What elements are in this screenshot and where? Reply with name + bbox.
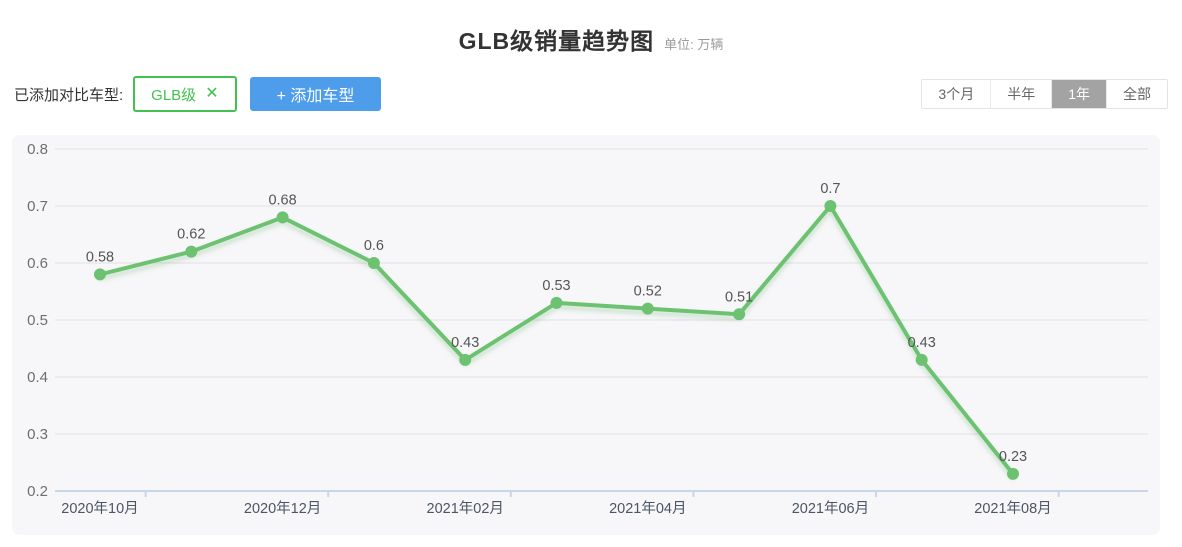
data-point[interactable] xyxy=(733,308,746,321)
data-point-label: 0.58 xyxy=(86,249,114,265)
x-axis-label: 2020年12月 xyxy=(244,500,321,517)
data-point[interactable] xyxy=(276,211,289,224)
data-point-label: 0.6 xyxy=(364,238,384,254)
y-axis-label: 0.7 xyxy=(27,198,48,215)
data-point[interactable] xyxy=(459,353,472,366)
x-axis-label: 2021年08月 xyxy=(974,500,1051,517)
data-point-label: 0.23 xyxy=(999,449,1027,465)
range-button-3个月[interactable]: 3个月 xyxy=(922,80,991,108)
x-axis-label: 2020年10月 xyxy=(61,500,138,517)
y-axis-label: 0.4 xyxy=(27,369,48,386)
data-point-label: 0.68 xyxy=(268,192,296,208)
chart-header: GLB级销量趋势图 单位: 万辆 xyxy=(0,0,1182,56)
data-point-label: 0.53 xyxy=(542,278,570,294)
y-axis-label: 0.5 xyxy=(27,312,48,329)
x-axis-label: 2021年02月 xyxy=(427,500,504,517)
compare-models-label: 已添加对比车型: xyxy=(14,86,124,104)
compare-models-group: 已添加对比车型: GLB级 ✕ + 添加车型 xyxy=(14,76,382,112)
y-axis-label: 0.8 xyxy=(27,141,48,158)
model-tag-label: GLB级 xyxy=(151,86,197,104)
data-point[interactable] xyxy=(915,353,928,366)
add-model-button[interactable]: + 添加车型 xyxy=(249,77,382,111)
data-point[interactable] xyxy=(185,245,198,258)
x-axis-label: 2021年04月 xyxy=(609,500,686,517)
model-tag[interactable]: GLB级 ✕ xyxy=(133,76,237,112)
page-title: GLB级销量趋势图 xyxy=(458,28,655,54)
data-point[interactable] xyxy=(641,302,654,315)
y-axis-label: 0.6 xyxy=(27,255,48,272)
data-point[interactable] xyxy=(824,200,837,212)
data-point[interactable] xyxy=(94,268,106,281)
sales-trend-line-chart: 0.8 0.7 0.6 0.5 0.4 0.3 0.2 2020年10月 2020年12月 202… xyxy=(27,141,1148,517)
data-point-label: 0.51 xyxy=(725,289,753,305)
range-button-半年[interactable]: 半年 xyxy=(990,80,1052,108)
page-root: GLB级销量趋势图 单位: 万辆 已添加对比车型: GLB级 ✕ + 添加车型 3… xyxy=(0,0,1182,535)
data-point-label: 0.43 xyxy=(451,335,479,351)
range-button-全部[interactable]: 全部 xyxy=(1106,80,1167,108)
toolbar: 已添加对比车型: GLB级 ✕ + 添加车型 3个月 半年 1年 全部 xyxy=(0,76,1182,112)
data-point-label: 0.43 xyxy=(908,335,936,351)
data-point[interactable] xyxy=(1007,467,1019,480)
data-point-label: 0.62 xyxy=(177,227,205,243)
remove-tag-icon[interactable]: ✕ xyxy=(205,85,219,102)
time-range-selector: 3个月 半年 1年 全部 xyxy=(921,79,1168,109)
chart-panel: 0.8 0.7 0.6 0.5 0.4 0.3 0.2 2020年10月 2020年12月 202… xyxy=(12,135,1160,535)
data-point[interactable] xyxy=(367,257,380,269)
data-point[interactable] xyxy=(550,296,563,309)
data-point-label: 0.52 xyxy=(634,284,662,300)
model-tag-list: GLB级 ✕ xyxy=(123,76,237,112)
data-point-label: 0.7 xyxy=(820,181,840,197)
x-axis-label: 2021年06月 xyxy=(792,500,869,517)
range-button-1年[interactable]: 1年 xyxy=(1051,80,1106,108)
y-axis-label: 0.2 xyxy=(27,483,48,500)
unit-label: 单位: 万辆 xyxy=(664,37,724,52)
y-axis-label: 0.3 xyxy=(27,426,48,443)
